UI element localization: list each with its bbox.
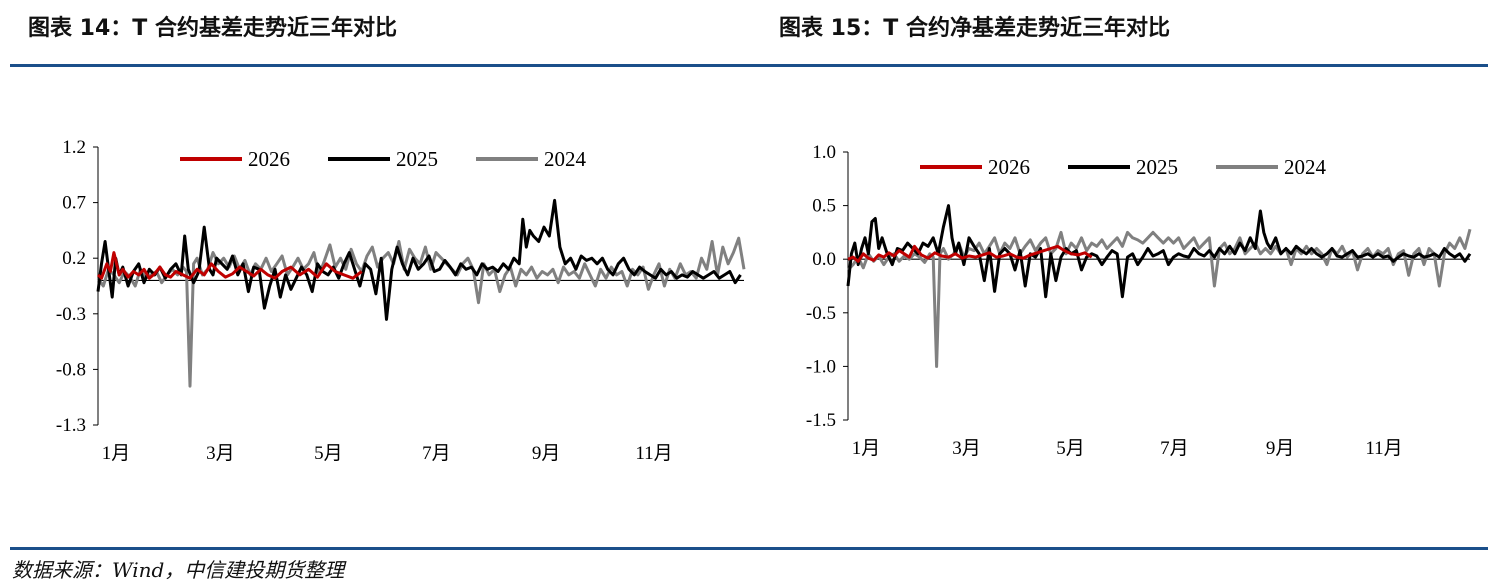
bottom-rule xyxy=(10,547,1488,550)
x-tick-label: 3月 xyxy=(952,438,981,459)
x-tick-label: 1月 xyxy=(852,438,881,459)
x-tick-label: 3月 xyxy=(206,443,235,464)
source-note: 数据来源：Wind，中信建投期货整理 xyxy=(12,558,345,582)
y-tick-label: 1.2 xyxy=(62,137,86,158)
y-tick-label: 0.0 xyxy=(812,249,836,270)
y-tick-label: -1.0 xyxy=(806,356,836,377)
chart-15-title: 图表 15：T 合约净基差走势近三年对比 xyxy=(779,16,1170,41)
x-tick-label: 7月 xyxy=(422,443,451,464)
legend-label-2024: 2024 xyxy=(544,147,587,171)
x-tick-label: 9月 xyxy=(1266,438,1295,459)
series-line-2026 xyxy=(847,244,1093,263)
x-tick-label: 1月 xyxy=(102,443,131,464)
series-line-2025 xyxy=(96,198,742,321)
series-line-2025 xyxy=(846,204,1472,299)
basis-chart: 1.2 0.7 0.2 -0.3 -0.8 -1.3 1月 3月 5月 7月 9月 11月 2026 20… xyxy=(56,137,746,464)
y-tick-label: -0.5 xyxy=(806,303,836,324)
y-tick-label: -0.3 xyxy=(56,304,86,325)
y-tick-label: 0.7 xyxy=(62,193,86,214)
top-rule xyxy=(10,64,1488,67)
x-tick-label: 11月 xyxy=(1365,438,1402,459)
y-tick-label: -1.5 xyxy=(806,410,836,431)
y-tick-label: 0.2 xyxy=(62,248,86,269)
x-tick-label: 11月 xyxy=(635,443,672,464)
x-tick-label: 9月 xyxy=(532,443,561,464)
series-line-2024 xyxy=(96,236,746,388)
y-tick-label: -1.3 xyxy=(56,415,86,436)
legend-label-2026: 2026 xyxy=(988,155,1030,179)
series-line-2026 xyxy=(96,251,363,280)
chart-14-title: 图表 14：T 合约基差走势近三年对比 xyxy=(28,16,397,41)
net-basis-chart: 1.0 0.5 0.0 -0.5 -1.0 -1.5 1月 3月 5月 7月 9月 11月 2026 20… xyxy=(806,142,1472,459)
x-tick-label: 5月 xyxy=(1056,438,1085,459)
legend-label-2024: 2024 xyxy=(1284,155,1327,179)
y-tick-label: 0.5 xyxy=(812,196,836,217)
legend-label-2026: 2026 xyxy=(248,147,290,171)
x-tick-label: 5月 xyxy=(314,443,343,464)
y-tick-label: 1.0 xyxy=(812,142,836,163)
y-tick-label: -0.8 xyxy=(56,359,86,380)
series-line-2024 xyxy=(846,228,1472,368)
legend-label-2025: 2025 xyxy=(1136,155,1178,179)
legend-label-2025: 2025 xyxy=(396,147,438,171)
x-tick-label: 7月 xyxy=(1160,438,1189,459)
